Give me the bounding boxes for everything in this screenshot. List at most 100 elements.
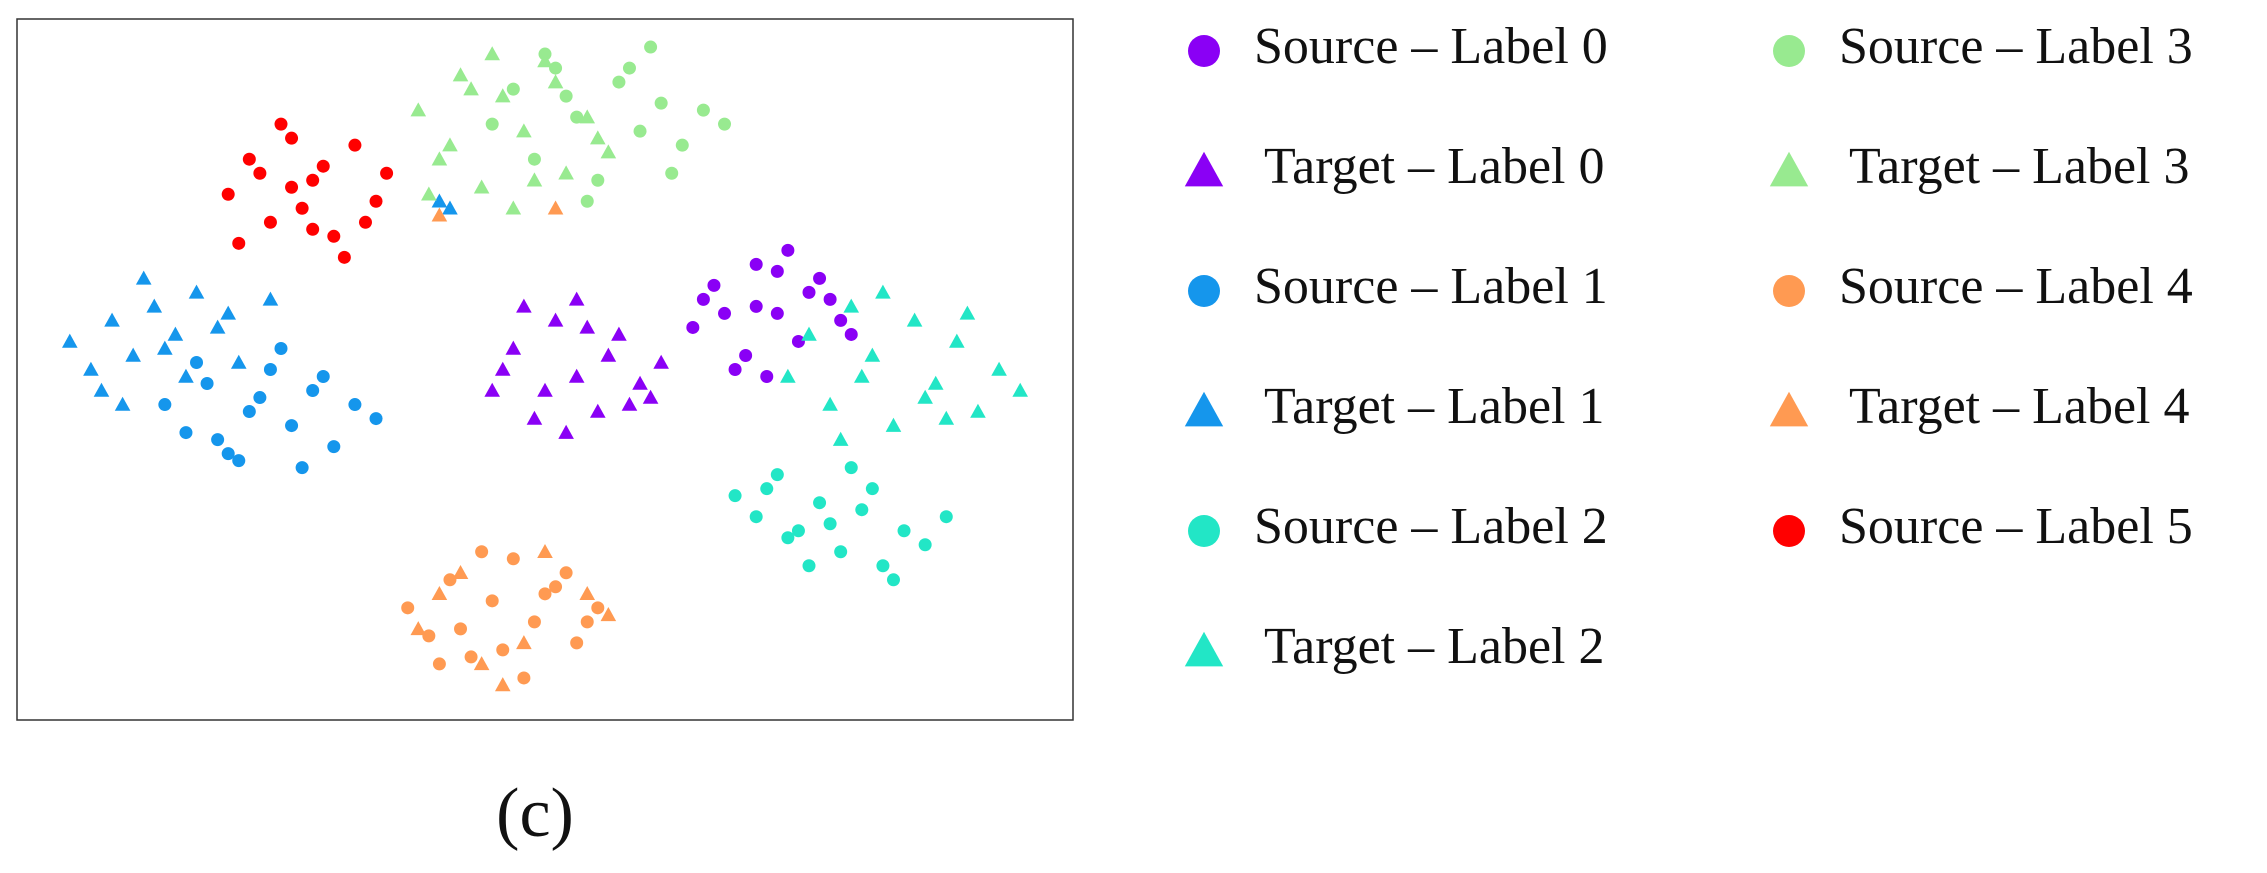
point <box>621 396 638 411</box>
point <box>843 298 860 313</box>
point <box>442 200 458 215</box>
point <box>516 298 532 313</box>
point <box>295 201 309 215</box>
point <box>452 67 469 82</box>
point <box>431 586 448 601</box>
point <box>485 594 499 608</box>
point <box>611 326 627 341</box>
point <box>590 403 606 418</box>
point <box>220 305 236 320</box>
point <box>188 284 205 299</box>
legend-marker <box>1188 35 1220 67</box>
point <box>823 292 837 306</box>
point <box>949 333 965 348</box>
point <box>506 552 520 566</box>
point <box>452 564 469 580</box>
point <box>780 368 796 383</box>
point <box>369 412 383 426</box>
legend-label: Target – Label 1 <box>1264 378 1605 435</box>
point <box>274 341 288 355</box>
point <box>622 61 636 75</box>
legend-label: Source – Label 4 <box>1839 258 2193 315</box>
point <box>579 319 596 334</box>
point <box>327 229 341 243</box>
point <box>865 482 879 496</box>
point <box>728 363 742 376</box>
point <box>473 179 490 194</box>
plot-frame <box>16 18 1074 721</box>
point <box>781 243 795 257</box>
point <box>644 40 658 54</box>
point <box>114 396 131 411</box>
point <box>306 173 320 187</box>
legend-marker <box>1769 391 1809 427</box>
point <box>484 46 500 61</box>
legend-marker <box>1184 631 1224 667</box>
point <box>970 403 986 418</box>
point <box>410 621 427 636</box>
point <box>431 193 448 208</box>
point <box>295 461 309 475</box>
point <box>505 340 522 355</box>
point <box>348 398 362 412</box>
legend-marker <box>1184 391 1224 427</box>
point <box>781 531 795 545</box>
point <box>167 326 184 341</box>
point <box>306 384 320 398</box>
point <box>83 361 99 376</box>
point <box>939 510 953 524</box>
point <box>232 236 246 250</box>
point <box>211 433 225 447</box>
point <box>494 361 511 376</box>
legend-marker <box>1188 515 1220 547</box>
point <box>886 573 900 587</box>
point <box>918 538 932 552</box>
point <box>875 284 891 299</box>
point <box>190 355 204 369</box>
point <box>496 643 510 657</box>
point <box>770 264 784 278</box>
point <box>464 650 478 664</box>
point <box>558 165 574 180</box>
point <box>718 117 732 131</box>
point <box>253 166 267 180</box>
point <box>959 305 976 320</box>
point <box>938 410 955 425</box>
point <box>801 326 817 341</box>
legend-label: Source – Label 0 <box>1254 18 1608 75</box>
point <box>633 124 647 138</box>
point <box>855 503 869 517</box>
point <box>253 391 267 405</box>
point <box>832 431 849 446</box>
point <box>232 454 246 468</box>
legend-label: Target – Label 4 <box>1849 378 2190 435</box>
point <box>579 586 596 601</box>
point <box>505 200 522 215</box>
point <box>358 215 372 229</box>
point <box>484 382 500 397</box>
point <box>760 370 774 384</box>
point <box>696 292 710 306</box>
point <box>421 186 437 201</box>
point <box>348 138 362 152</box>
point <box>739 348 753 362</box>
point <box>665 166 679 180</box>
point <box>802 559 816 573</box>
point <box>473 656 490 671</box>
point <box>179 426 193 440</box>
point <box>410 102 427 117</box>
point <box>463 81 479 96</box>
point <box>580 194 594 208</box>
point <box>823 517 837 531</box>
point <box>285 180 299 194</box>
point <box>897 524 911 538</box>
point <box>844 461 858 475</box>
point <box>242 152 256 166</box>
point <box>494 88 511 103</box>
point <box>135 270 152 285</box>
point <box>200 377 214 391</box>
point <box>559 89 573 103</box>
point <box>209 319 226 334</box>
